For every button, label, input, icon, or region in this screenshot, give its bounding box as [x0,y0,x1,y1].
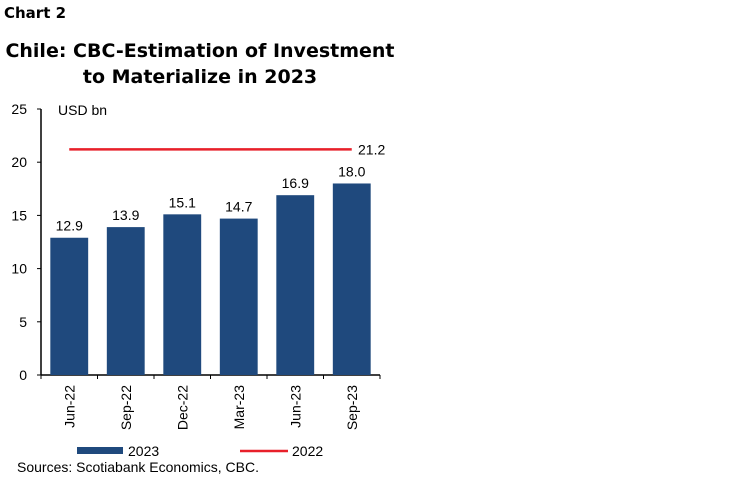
legend-label-2022: 2022 [292,443,323,459]
bar-Sep-22 [106,227,145,375]
x-tick-label: Mar-23 [231,385,247,430]
bar-data-label: 15.1 [169,194,196,210]
chart-title-line-2: to Materialize in 2023 [82,66,318,88]
bar-Dec-22 [163,214,202,375]
y-tick-label: 20 [11,154,27,170]
bar-data-label: 14.7 [225,199,252,215]
chart-title-line-1: Chile: CBC-Estimation of Investment [5,40,395,62]
x-tick-label: Sep-22 [118,385,134,430]
bar-Jun-23 [276,195,315,375]
bar-data-label: 18.0 [338,163,365,179]
legend-label-2023: 2023 [128,443,159,459]
y-tick-label: 15 [11,207,27,223]
reference-line-label: 21.2 [358,141,385,157]
chart-number-label: Chart 2 [4,4,67,22]
bar-data-label: 13.9 [112,207,139,223]
x-tick-label: Sep-23 [344,385,360,430]
y-tick-label: 0 [19,367,27,383]
x-tick-label: Dec-22 [174,385,190,430]
x-tick-label: Jun-22 [61,385,77,428]
bar-Jun-22 [50,237,89,375]
source-note: Sources: Scotiabank Economics, CBC. [17,459,259,475]
y-tick-label: 5 [19,314,27,330]
y-tick-label: 25 [11,101,27,117]
legend-swatch-2023 [77,447,123,454]
bar-data-label: 12.9 [56,218,83,234]
bar-Sep-23 [332,183,371,375]
y-tick-label: 10 [11,261,27,277]
bar-data-label: 16.9 [282,175,309,191]
bar-Mar-23 [219,218,258,375]
y-axis-unit-label: USD bn [58,102,107,118]
x-tick-label: Jun-23 [287,385,303,428]
